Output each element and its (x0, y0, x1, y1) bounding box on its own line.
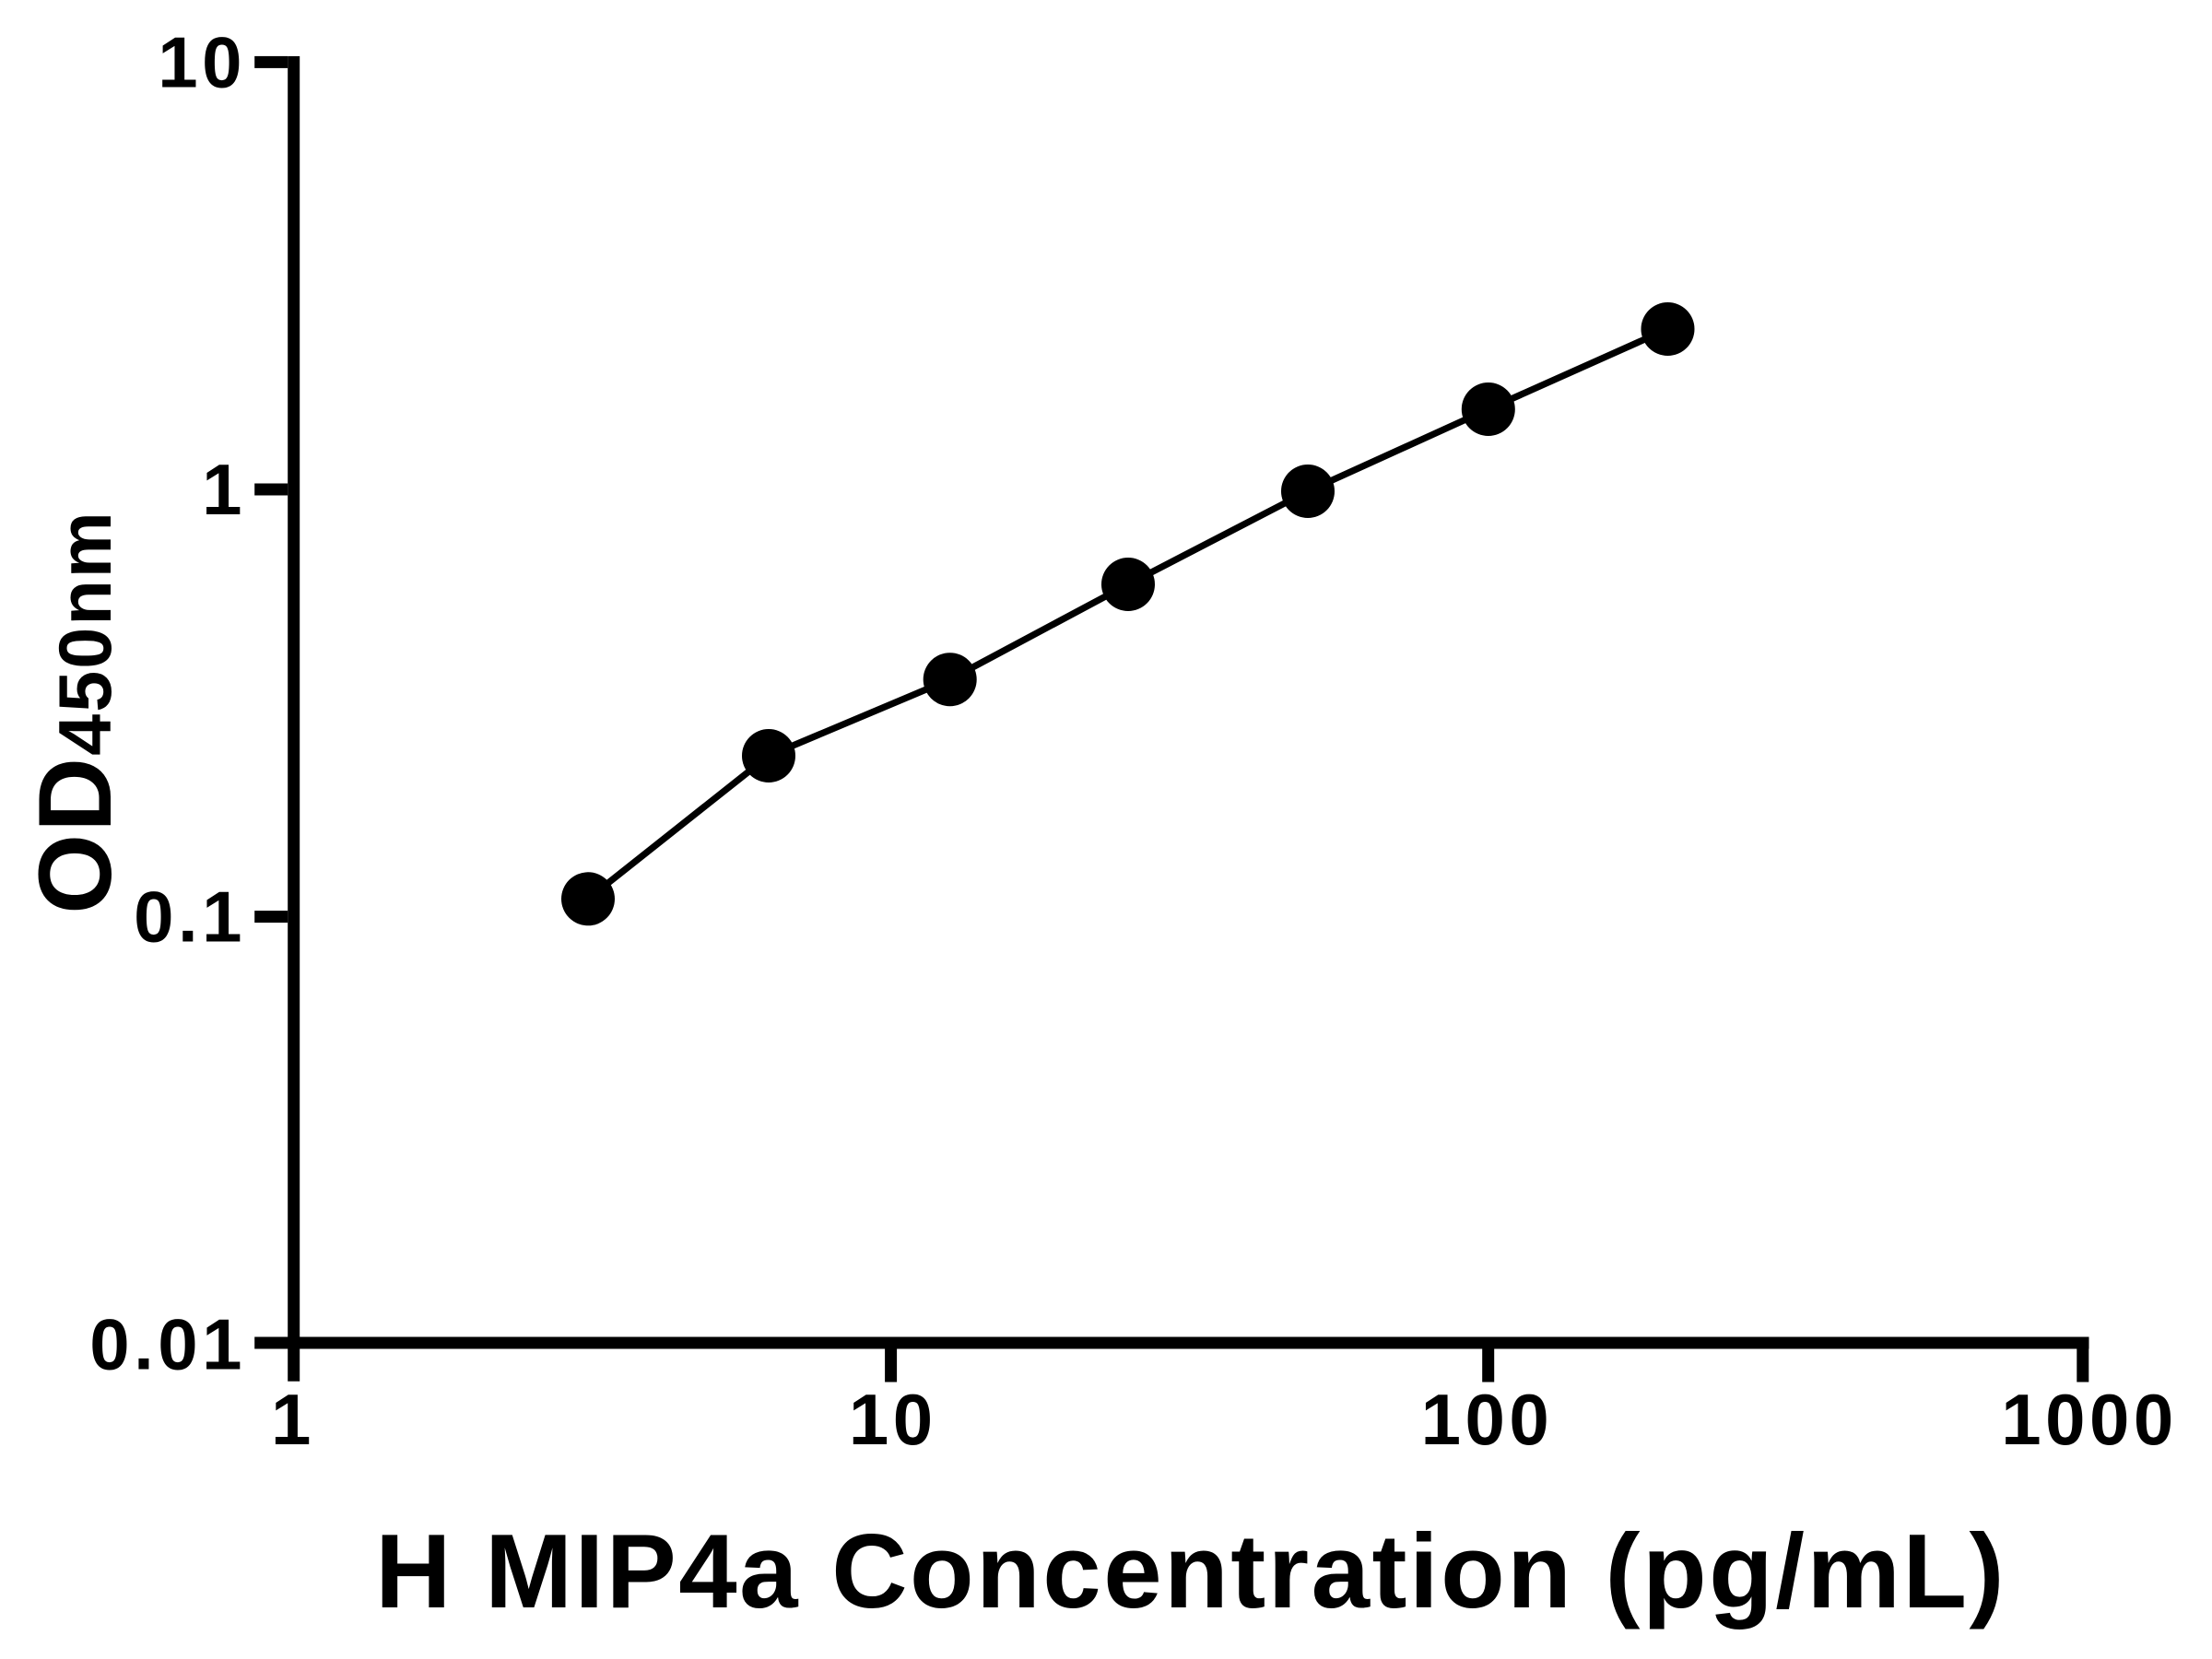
svg-text:H MIP4a Concentration (pg/mL): H MIP4a Concentration (pg/mL) (375, 1513, 2006, 1630)
svg-text:1: 1 (202, 449, 246, 530)
svg-text:100: 100 (1421, 1379, 1554, 1460)
svg-text:0.1: 0.1 (134, 877, 246, 958)
svg-text:0.01: 0.01 (89, 1304, 246, 1385)
svg-text:10: 10 (158, 21, 246, 102)
svg-text:1: 1 (271, 1379, 315, 1460)
svg-text:10: 10 (849, 1379, 937, 1460)
svg-text:OD450nm: OD450nm (18, 510, 133, 914)
svg-text:1000: 1000 (2001, 1379, 2178, 1460)
